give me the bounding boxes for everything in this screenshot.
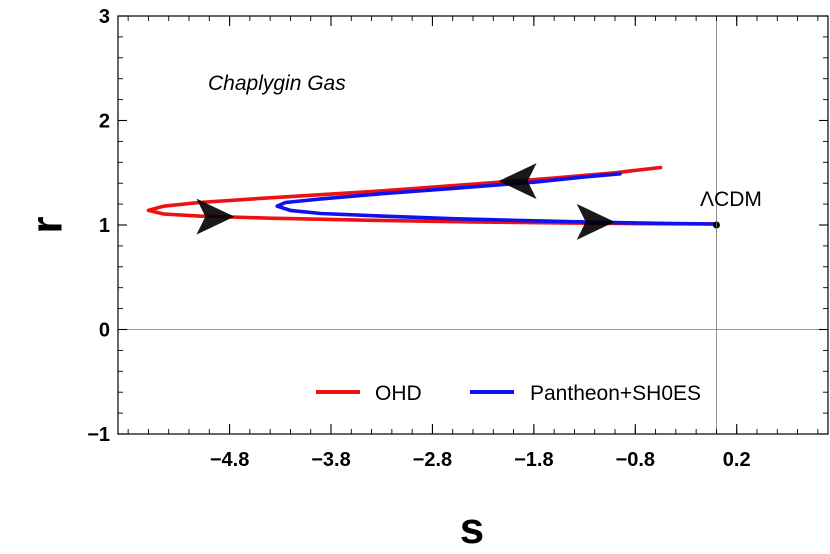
axes: −1 0 1 2 3 −4.8 −3.8 −2.8 −1.8 −0.8 0.2 (87, 6, 829, 471)
x-tick-label: −4.8 (210, 449, 249, 471)
x-tick-label: 0.2 (723, 449, 751, 471)
y-tick-label: 1 (99, 215, 110, 237)
plot-area (146, 163, 720, 240)
x-tick-label: −0.8 (616, 449, 655, 471)
y-tick-label: −1 (87, 424, 110, 446)
legend-label-pantheon: Pantheon+SH0ES (530, 382, 701, 405)
annotation-lcdm: ΛCDM (700, 188, 762, 211)
direction-arrow (576, 203, 615, 240)
x-tick-label: −1.8 (514, 449, 553, 471)
y-axis-title: r (23, 216, 72, 233)
y-tick-label: 2 (99, 111, 110, 133)
x-axis-title: s (460, 504, 484, 553)
x-tick-label: −3.8 (311, 449, 350, 471)
y-tick-label: 0 (99, 320, 110, 342)
direction-arrow (196, 198, 235, 235)
y-tick-label: 3 (99, 6, 110, 28)
x-tick-label: −2.8 (413, 449, 452, 471)
annotation-chaplygin: Chaplygin Gas (208, 72, 346, 95)
direction-arrow (498, 163, 537, 200)
legend: OHD Pantheon+SH0ES (316, 382, 701, 405)
series-line-pantheon (275, 172, 719, 226)
legend-label-ohd: OHD (375, 382, 422, 405)
series-line-ohd (146, 165, 719, 226)
